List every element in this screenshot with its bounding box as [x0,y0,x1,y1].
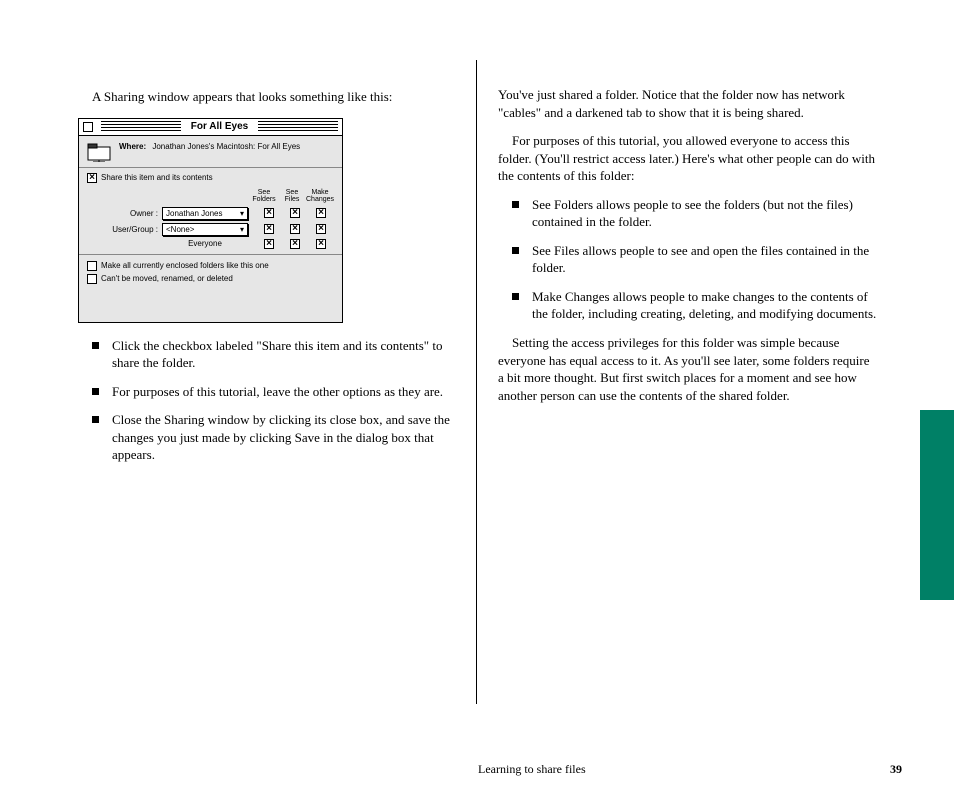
owner-row: Owner : Jonathan Jones ▾ [87,207,334,220]
page: A Sharing window appears that looks some… [0,0,954,795]
opt-cant-move-label: Can't be moved, renamed, or deleted [101,274,233,283]
usergroup-label: User/Group : [104,225,158,234]
where-label: Where: [119,142,146,151]
shared-folder-icon [87,142,113,162]
right-column: You've just shared a folder. Notice that… [498,86,878,415]
where-path: Jonathan Jones's Macintosh: For All Eyes [152,142,300,151]
everyone-row: Everyone [87,239,334,249]
usergroup-see-files-checkbox[interactable] [290,224,300,234]
sharing-window: For All Eyes Where: Jonat [78,118,343,323]
divider [79,254,342,255]
list-item: Make Changes allows people to make chang… [512,288,878,323]
share-checkbox[interactable] [87,173,97,183]
chevron-down-icon: ▾ [240,225,244,234]
list-item: Close the Sharing window by clicking its… [92,411,458,464]
usergroup-make-changes-checkbox[interactable] [316,224,326,234]
divider [79,167,342,168]
left-bullets: Click the checkbox labeled "Share this i… [92,337,458,464]
left-intro-text: A Sharing window appears that looks some… [78,88,458,106]
share-checkbox-row[interactable]: Share this item and its contents [87,173,334,183]
right-bullets: See Folders allows people to see the fol… [512,196,878,323]
chevron-down-icon: ▾ [240,209,244,218]
list-item: Click the checkbox labeled "Share this i… [92,337,458,372]
right-para-1: You've just shared a folder. Notice that… [498,86,878,121]
share-label: Share this item and its contents [101,173,213,182]
col-see-folders: See Folders [250,189,278,204]
everyone-see-files-checkbox[interactable] [290,239,300,249]
column-divider [476,60,477,704]
usergroup-see-folders-checkbox[interactable] [264,224,274,234]
list-item: See Files allows people to see and open … [512,242,878,277]
permissions-header: See Folders See Files Make Changes [87,189,334,204]
window-titlebar: For All Eyes [78,118,343,136]
opt-make-enclosed-checkbox[interactable] [87,261,97,271]
everyone-label: Everyone [162,239,248,248]
footer-chapter: Learning to share files [478,762,586,777]
list-item: See Folders allows people to see the fol… [512,196,878,231]
titlebar-stripes [101,121,181,133]
section-tab [920,410,954,600]
usergroup-row: User/Group : <None> ▾ [87,223,334,236]
titlebar-stripes [258,121,338,133]
right-para-3: Setting the access privileges for this f… [498,334,878,404]
opt-make-enclosed[interactable]: Make all currently enclosed folders like… [87,261,334,271]
col-make-changes: Make Changes [306,189,334,204]
list-item: For purposes of this tutorial, leave the… [92,383,458,401]
owner-make-changes-checkbox[interactable] [316,208,326,218]
owner-see-files-checkbox[interactable] [290,208,300,218]
window-title: For All Eyes [185,121,254,132]
footer-page-number: 39 [890,762,902,777]
right-para-2: For purposes of this tutorial, you allow… [498,132,878,185]
owner-value: Jonathan Jones [166,209,223,218]
owner-select[interactable]: Jonathan Jones ▾ [162,207,248,220]
everyone-make-changes-checkbox[interactable] [316,239,326,249]
usergroup-select[interactable]: <None> ▾ [162,223,248,236]
where-block: Where: Jonathan Jones's Macintosh: For A… [119,142,300,152]
bottom-options: Make all currently enclosed folders like… [87,261,334,284]
usergroup-value: <None> [166,225,194,234]
window-body: Where: Jonathan Jones's Macintosh: For A… [78,136,343,323]
everyone-see-folders-checkbox[interactable] [264,239,274,249]
close-icon[interactable] [83,122,93,132]
opt-cant-move[interactable]: Can't be moved, renamed, or deleted [87,274,334,284]
opt-cant-move-checkbox[interactable] [87,274,97,284]
left-column: A Sharing window appears that looks some… [78,88,458,475]
where-row: Where: Jonathan Jones's Macintosh: For A… [87,142,334,162]
col-see-files: See Files [278,189,306,204]
owner-label: Owner : [104,209,158,218]
opt-make-enclosed-label: Make all currently enclosed folders like… [101,261,269,270]
owner-see-folders-checkbox[interactable] [264,208,274,218]
